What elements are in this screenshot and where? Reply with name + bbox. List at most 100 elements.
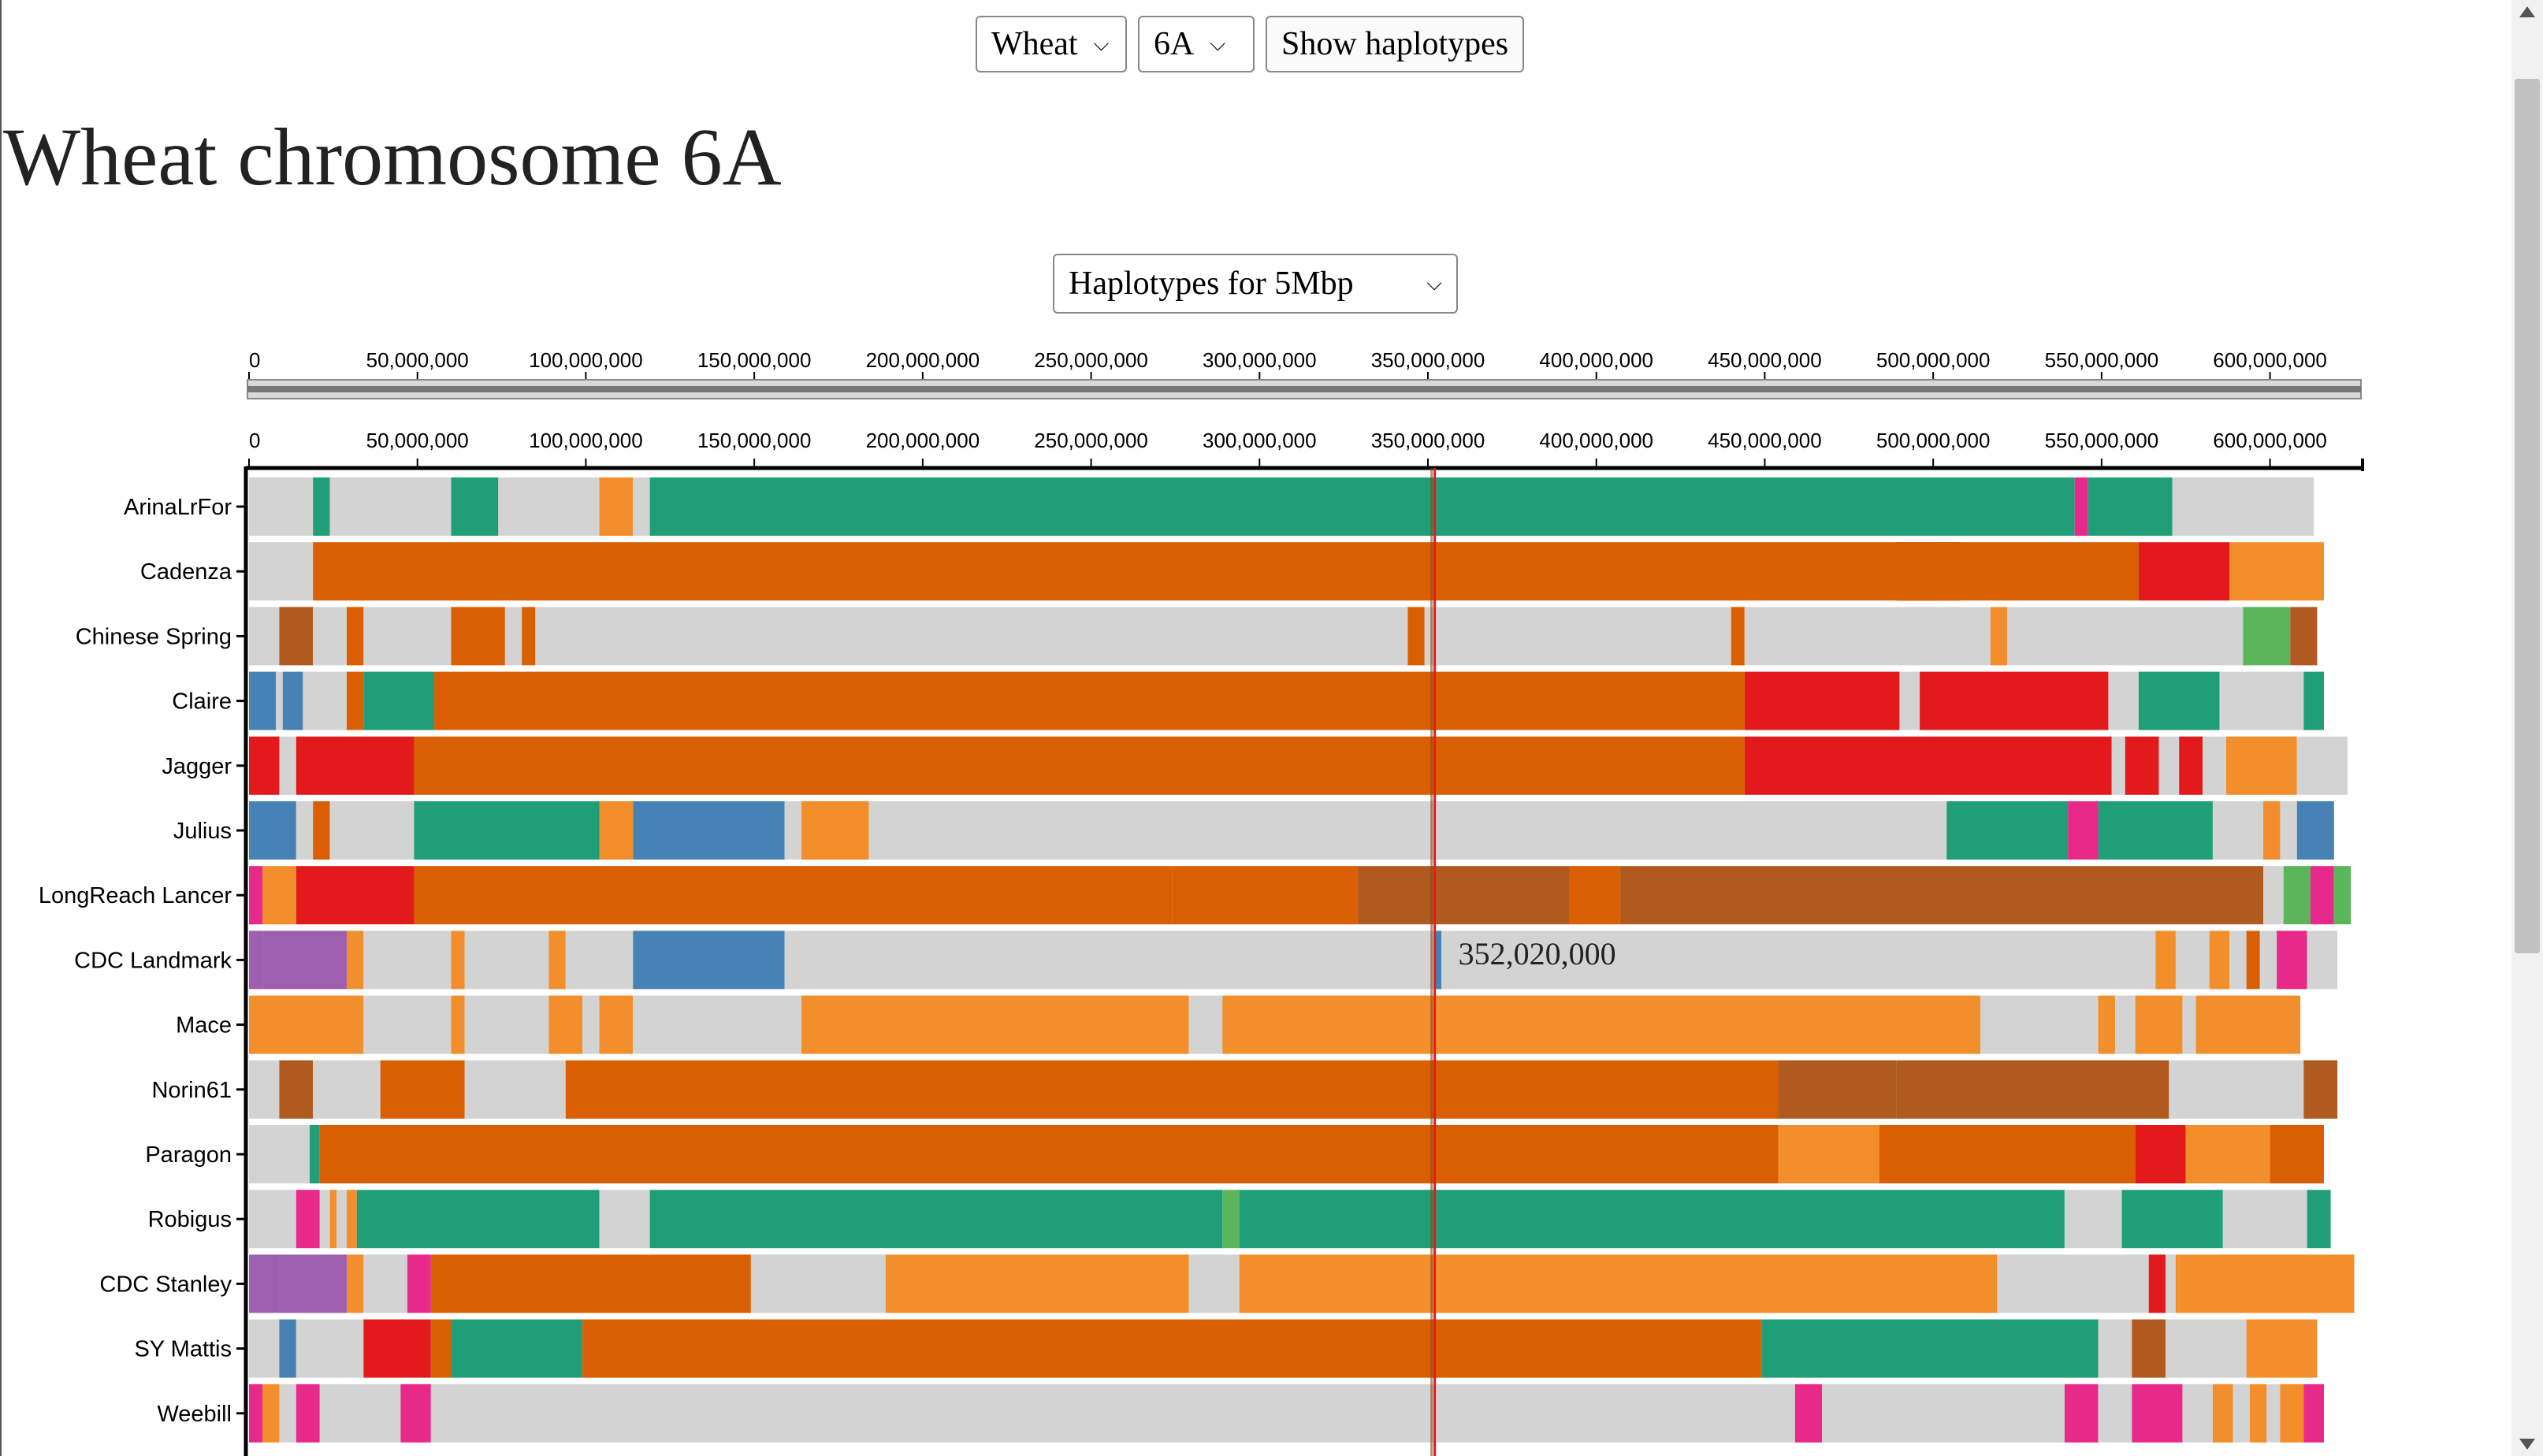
haplotype-block bbox=[2303, 1060, 2337, 1119]
haplotype-block bbox=[249, 542, 313, 600]
haplotype-block bbox=[548, 996, 582, 1054]
haplotype-block bbox=[1920, 672, 2108, 730]
main-tick-label: 100,000,000 bbox=[529, 429, 643, 452]
haplotype-block bbox=[2179, 737, 2203, 795]
haplotype-block bbox=[249, 1190, 296, 1248]
haplotype-block bbox=[1357, 866, 1569, 924]
haplotype-block bbox=[347, 607, 363, 665]
haplotype-block bbox=[1407, 607, 1424, 665]
haplotype-block bbox=[363, 930, 451, 989]
haplotype-block bbox=[801, 801, 868, 860]
haplotype-block bbox=[249, 996, 363, 1054]
haplotype-block bbox=[1779, 1125, 1879, 1183]
haplotype-block bbox=[785, 801, 801, 860]
haplotype-block bbox=[2176, 930, 2210, 989]
line-label: CDC Landmark bbox=[74, 948, 232, 973]
haplotype-block bbox=[2112, 737, 2125, 795]
haplotype-block bbox=[2280, 801, 2296, 860]
haplotype-block bbox=[2297, 737, 2348, 795]
main-tick-label: 350,000,000 bbox=[1371, 429, 1485, 452]
haplotype-block bbox=[347, 1190, 357, 1248]
haplotype-block bbox=[262, 1384, 279, 1443]
haplotype-block bbox=[1779, 1190, 2065, 1248]
haplotype-block bbox=[249, 1320, 279, 1378]
haplotype-block bbox=[296, 737, 415, 795]
haplotype-block bbox=[2219, 1060, 2303, 1119]
overview-brush-selection[interactable] bbox=[247, 386, 2361, 392]
haplotype-block bbox=[1795, 1384, 1822, 1443]
haplotype-block bbox=[2136, 996, 2183, 1054]
haplotype-block bbox=[2303, 672, 2324, 730]
haplotype-block bbox=[2247, 1320, 2318, 1378]
main-tick-label: 300,000,000 bbox=[1203, 429, 1317, 452]
haplotype-block bbox=[414, 801, 599, 860]
haplotype-block bbox=[2213, 1384, 2233, 1443]
haplotype-block bbox=[2229, 542, 2324, 600]
haplotype-block bbox=[2210, 930, 2230, 989]
line-label: Cadenza bbox=[140, 559, 232, 585]
haplotype-block bbox=[347, 930, 363, 989]
haplotype-block bbox=[249, 737, 279, 795]
main-tick-label: 50,000,000 bbox=[366, 429, 469, 452]
haplotype-block bbox=[363, 1320, 430, 1378]
line-label: Norin61 bbox=[151, 1078, 232, 1103]
haplotype-block bbox=[313, 477, 329, 536]
haplotype-block bbox=[2186, 1125, 2270, 1183]
haplotype-block bbox=[313, 607, 347, 665]
haplotype-block bbox=[2277, 930, 2307, 989]
haplotype-block bbox=[2247, 930, 2260, 989]
haplotype-block bbox=[2270, 1125, 2324, 1183]
haplotype-block bbox=[600, 477, 634, 536]
overview-tick-label: 250,000,000 bbox=[1034, 348, 1148, 372]
haplotype-block bbox=[2223, 1190, 2307, 1248]
haplotype-block bbox=[498, 477, 599, 536]
overview-tick-label: 0 bbox=[249, 348, 260, 372]
haplotype-block bbox=[2176, 1254, 2179, 1313]
haplotype-block bbox=[465, 1060, 566, 1119]
haplotype-block bbox=[633, 477, 649, 536]
haplotype-block bbox=[249, 477, 313, 536]
haplotype-block bbox=[785, 930, 1435, 989]
haplotype-block bbox=[296, 1320, 363, 1378]
haplotype-block bbox=[1620, 866, 2263, 924]
haplotype-block bbox=[249, 866, 262, 924]
haplotype-block bbox=[330, 1190, 337, 1248]
haplotype-block bbox=[2196, 996, 2301, 1054]
haplotype-block bbox=[2311, 866, 2334, 924]
haplotype-block bbox=[296, 801, 313, 860]
line-label: SY Mattis bbox=[134, 1337, 232, 1362]
haplotype-block bbox=[2088, 477, 2173, 536]
haplotype-block bbox=[414, 866, 1172, 924]
haplotype-block bbox=[279, 737, 296, 795]
haplotype-block bbox=[276, 672, 283, 730]
haplotype-block bbox=[2263, 866, 2284, 924]
line-label: Robigus bbox=[148, 1207, 232, 1232]
haplotype-block bbox=[751, 1254, 886, 1313]
overview-tick-label: 500,000,000 bbox=[1876, 348, 1991, 372]
haplotype-block bbox=[2139, 542, 2229, 600]
haplotype-block bbox=[451, 930, 464, 989]
overview-axis: 0 50,000,000 100,000,000 150,000,000 200,000… bbox=[249, 348, 2327, 380]
haplotype-block bbox=[650, 1190, 1223, 1248]
haplotype-block bbox=[2068, 801, 2098, 860]
haplotype-block bbox=[2307, 930, 2337, 989]
main-tick-label: 150,000,000 bbox=[697, 429, 812, 452]
overview-tick-label: 300,000,000 bbox=[1203, 348, 1317, 372]
main-tick-label: 550,000,000 bbox=[2045, 429, 2159, 452]
haplotype-block bbox=[283, 672, 303, 730]
haplotype-block bbox=[2263, 801, 2280, 860]
haplotype-block bbox=[600, 801, 634, 860]
line-label: Mace bbox=[176, 1013, 232, 1038]
haplotype-block bbox=[2169, 1060, 2219, 1119]
haplotype-block bbox=[582, 996, 599, 1054]
haplotype-block bbox=[363, 672, 434, 730]
haplotype-block bbox=[296, 1384, 320, 1443]
haplotype-block bbox=[451, 607, 504, 665]
haplotype-block bbox=[2182, 996, 2195, 1054]
haplotype-block bbox=[600, 996, 634, 1054]
haplotype-block bbox=[1745, 607, 1991, 665]
haplotype-block bbox=[303, 672, 347, 730]
haplotype-block bbox=[465, 930, 549, 989]
haplotype-block bbox=[2155, 930, 2176, 989]
haplotype-block bbox=[347, 1254, 363, 1313]
